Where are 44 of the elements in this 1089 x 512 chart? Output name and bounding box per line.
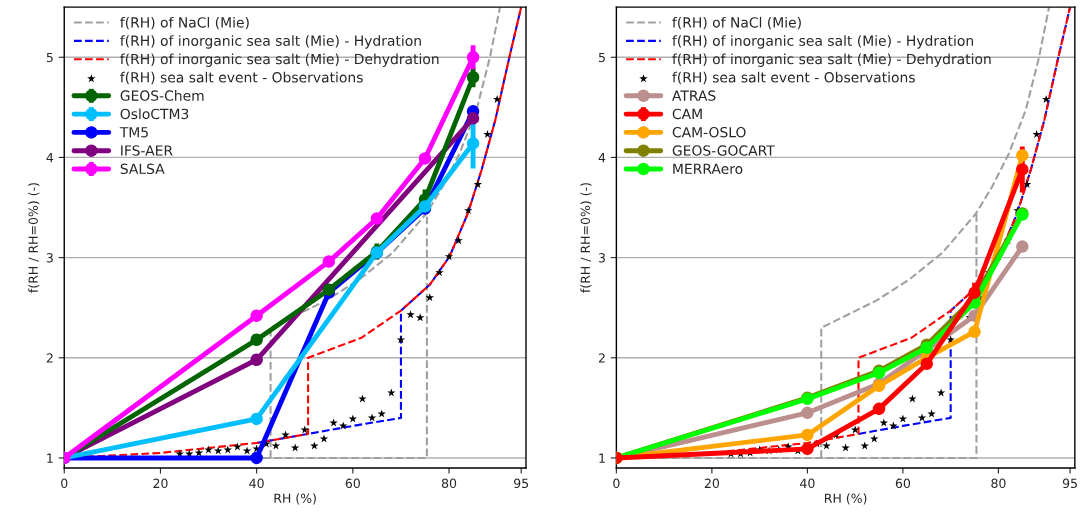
- x-tick-label: 0: [61, 478, 68, 489]
- legend-label: f(RH) of inorganic sea salt (Mie) - Hydration: [672, 35, 973, 49]
- legend-label: f(RH) of NaCl (Mie): [672, 16, 801, 30]
- legend-label: OsloCTM3: [120, 108, 189, 120]
- legend-label: GEOS-Chem: [120, 90, 204, 101]
- legend-label: GEOS-GOCART: [672, 145, 775, 156]
- x-tick-label: 20: [704, 478, 720, 489]
- y-tick-label: 3: [46, 253, 53, 263]
- legend-label: IFS-AER: [121, 145, 173, 156]
- legend-label: MERRAero: [673, 163, 743, 175]
- y-tick-label: 4: [46, 153, 54, 163]
- y-tick-label: 2: [46, 353, 53, 363]
- legend-label: CAM: [672, 108, 702, 120]
- x-tick-label: 60: [345, 478, 360, 489]
- y-tick-label: 1: [47, 453, 53, 463]
- x-axis-title: RH (%): [824, 493, 867, 505]
- legend-label: CAM-OSLO: [672, 126, 746, 138]
- x-axis-title: RH (%): [274, 493, 316, 505]
- legend-label: f(RH) sea salt event - Observations: [672, 71, 915, 85]
- y-tick-label: 5: [46, 52, 53, 63]
- legend-label: f(RH) of NaCl (Mie): [120, 16, 249, 30]
- legend-label: f(RH) sea salt event - Observations: [120, 71, 363, 85]
- x-tick-label: 20: [153, 478, 168, 489]
- x-tick-label: 95: [1062, 478, 1077, 489]
- y-tick-label: 1: [599, 453, 605, 463]
- y-axis-title: f(RH / RH=0%) (-): [580, 183, 592, 293]
- y-tick-label: 5: [598, 52, 605, 63]
- y-tick-label: 2: [598, 353, 605, 363]
- x-tick-label: 0: [613, 478, 620, 489]
- legend-label: ATRAS: [672, 90, 716, 101]
- legend-label: f(RH) of inorganic sea salt (Mie) - Dehydration: [120, 53, 439, 67]
- x-tick-label: 80: [441, 478, 457, 489]
- x-tick-label: 80: [991, 478, 1006, 489]
- legend-label: f(RH) of inorganic sea salt (Mie) - Hydration: [120, 35, 421, 49]
- x-tick-label: 60: [895, 478, 911, 489]
- y-axis-title: f(RH / RH=0%) (-): [28, 183, 40, 293]
- y-tick-label: 3: [598, 253, 605, 263]
- x-tick-label: 40: [800, 478, 815, 489]
- y-tick-label: 4: [598, 153, 606, 163]
- legend-label: f(RH) of inorganic sea salt (Mie) - Dehydration: [672, 53, 991, 67]
- x-tick-label: 95: [514, 478, 529, 489]
- legend-label: TM5: [119, 127, 148, 138]
- legend-label: SALSA: [120, 163, 165, 175]
- x-tick-label: 40: [249, 478, 264, 489]
